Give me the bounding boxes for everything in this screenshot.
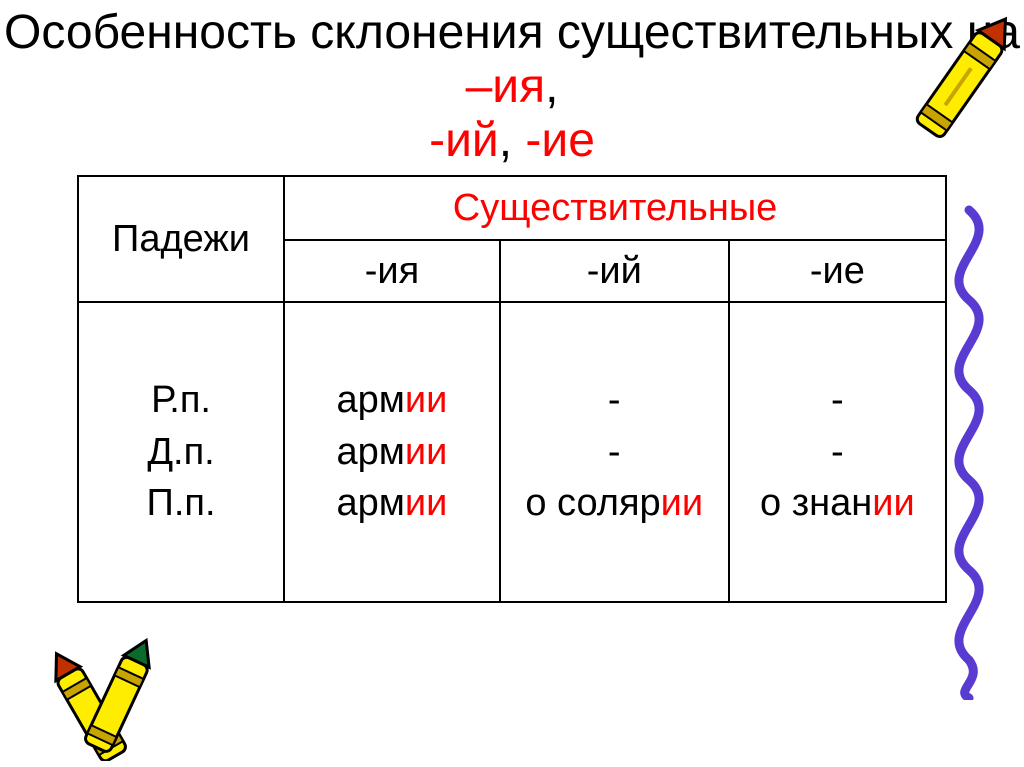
col-ij-cell: - - о солярии [500, 302, 729, 602]
ie-d: - [831, 427, 844, 478]
subheader-ij: -ий [500, 240, 729, 302]
ij-p: о солярии [525, 478, 703, 529]
iya-r: армии [337, 375, 448, 426]
cases-cell: Р.п. Д.п. П.п. [78, 302, 284, 602]
title-part1: Особенность склонения существительных на [4, 6, 1020, 59]
col-ie-cell: - - о знании [729, 302, 946, 602]
crayon-icon [900, 6, 1020, 176]
case-d: Д.п. [147, 427, 214, 478]
ij-d: - [608, 427, 621, 478]
header-nouns: Существительные [284, 176, 946, 240]
col-iya-cell: армии армии армии [284, 302, 500, 602]
ij-r: - [608, 375, 621, 426]
subheader-ie: -ие [729, 240, 946, 302]
case-p: П.п. [147, 478, 216, 529]
page-title: Особенность склонения существительных на… [0, 0, 1024, 167]
header-cases: Падежи [78, 176, 284, 302]
title-hl3: -ие [525, 114, 595, 167]
ie-p: о знании [760, 478, 915, 529]
iya-d: армии [337, 427, 448, 478]
iya-p: армии [337, 478, 448, 529]
title-sep2: , [499, 114, 526, 167]
title-hl1: –ия [466, 60, 546, 113]
squiggle-icon [924, 200, 1014, 700]
crayons-icon [8, 621, 208, 761]
case-r: Р.п. [151, 375, 211, 426]
declension-table: Падежи Существительные -ия -ий -ие Р.п. … [77, 175, 947, 603]
title-hl2: -ий [429, 114, 499, 167]
title-sep1: , [545, 60, 558, 113]
subheader-iya: -ия [284, 240, 500, 302]
ie-r: - [831, 375, 844, 426]
